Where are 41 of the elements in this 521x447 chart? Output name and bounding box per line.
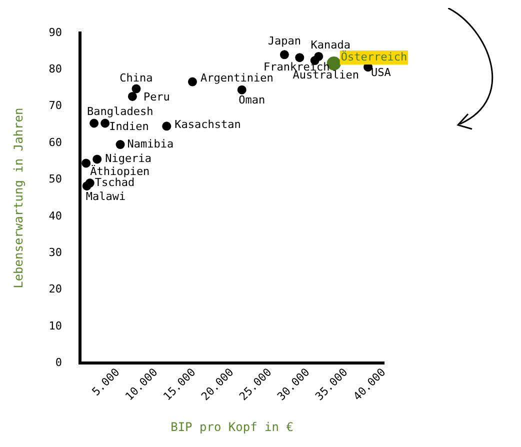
annotation: USA <box>371 66 392 79</box>
y-tick-label: 50 <box>48 172 62 186</box>
annotation: Kasachstan <box>174 118 241 132</box>
annotation: Tschad <box>94 176 135 189</box>
y-tick-label: 90 <box>48 26 62 39</box>
point <box>295 53 304 62</box>
point <box>188 77 197 86</box>
annotation: Indien <box>109 120 149 134</box>
point <box>92 154 102 164</box>
point <box>90 118 99 128</box>
y-tick-label: 40 <box>48 209 62 222</box>
point <box>237 85 246 94</box>
y-axis-title: Lebenserwartung in Jahren <box>11 108 26 288</box>
annotation: Peru <box>143 90 170 104</box>
point <box>82 181 92 190</box>
annotation: Namibia <box>127 137 174 150</box>
point <box>162 122 172 131</box>
annotation: Österreich <box>340 49 408 64</box>
y-tick-label: 60 <box>48 136 62 149</box>
annotation: Äthiopien <box>90 164 150 178</box>
y-tick-label: 30 <box>48 246 62 259</box>
annotation: Argentinien <box>200 72 274 85</box>
annotation: Oman <box>238 94 266 107</box>
annotation: Kanada <box>310 38 351 52</box>
y-tick-label: 80 <box>48 62 62 76</box>
y-tick-label: 0 <box>55 356 62 370</box>
y-tick-label: 10 <box>48 319 62 332</box>
annotation: Malawi <box>86 190 126 203</box>
annotation: China <box>120 72 153 85</box>
annotation: Japan <box>268 34 302 48</box>
annotation: Nigeria <box>105 152 152 166</box>
point <box>116 140 125 150</box>
point <box>128 92 137 101</box>
x-axis-title: BIP pro Kopf in € <box>170 420 294 434</box>
point <box>132 84 141 94</box>
annotation: Bangladesh <box>87 105 154 118</box>
point <box>280 50 289 60</box>
y-tick-label: 70 <box>48 99 62 112</box>
point <box>100 118 110 128</box>
point <box>82 158 91 168</box>
y-tick-label: 20 <box>48 282 62 296</box>
